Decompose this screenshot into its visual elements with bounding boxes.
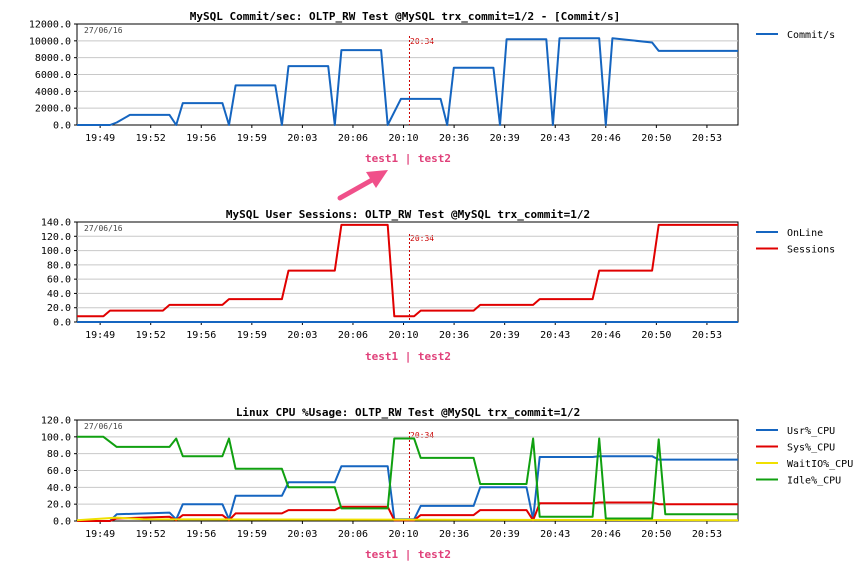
series-line-waitio-cpu: [76, 516, 739, 522]
chart1-legend: Commit/s: [756, 30, 835, 41]
legend-label: Sessions: [787, 245, 835, 256]
x-tick-label: 20:39: [490, 529, 520, 540]
y-tick-label: 0.0: [53, 318, 71, 329]
x-tick-label: 20:50: [641, 529, 671, 540]
chart-user-sessions: MySQL User Sessions: OLTP_RW Test @MySQL…: [41, 208, 835, 363]
x-tick-label: 19:49: [85, 133, 115, 144]
chart3-plot: 0.0 20.0 40.0 60.0 80.0 100.0 120.0 19:49 19:52 1…: [41, 416, 739, 540]
x-tick-label: 19:59: [237, 133, 267, 144]
y-tick-label: 4000.0: [35, 87, 71, 98]
chart2-legend: OnLine Sessions: [756, 228, 835, 256]
series-line-commit-s: [77, 37, 738, 126]
y-tick-label: 0.0: [53, 121, 71, 132]
x-tick-label: 20:50: [641, 133, 671, 144]
y-tick-label: 60.0: [47, 275, 71, 286]
chart2-date-label: 27/06/16: [84, 224, 123, 233]
chart3-date-label: 27/06/16: [84, 422, 123, 431]
series-line-usr-cpu: [77, 455, 738, 522]
chart1-marker-label: 20:34: [410, 37, 434, 46]
y-tick-label: 6000.0: [35, 70, 71, 81]
y-tick-label: 8000.0: [35, 53, 71, 64]
x-tick-label: 19:59: [237, 529, 267, 540]
chart2-marker-label: 20:34: [410, 234, 434, 243]
legend-label: OnLine: [787, 228, 823, 239]
x-tick-label: 20:43: [540, 529, 570, 540]
x-tick-label: 20:39: [490, 133, 520, 144]
x-tick-label: 20:43: [540, 133, 570, 144]
chart1-test-labels: test1 | test2: [365, 152, 451, 165]
x-tick-label: 20:53: [692, 330, 722, 341]
y-tick-label: 2000.0: [35, 104, 71, 115]
chart2-plot: 0.0 20.0 40.0 60.0 80.0 100.0 120.0 140.0 19:49 1…: [41, 218, 739, 341]
legend-label: Idle%_CPU: [787, 476, 841, 487]
y-tick-label: 40.0: [47, 289, 71, 300]
x-tick-label: 20:53: [692, 133, 722, 144]
y-tick-label: 12000.0: [29, 20, 71, 31]
series-line-sessions: [77, 223, 738, 318]
legend-label: Usr%_CPU: [787, 426, 835, 437]
legend-label: Commit/s: [787, 30, 835, 41]
chart2-test-labels: test1 | test2: [365, 350, 451, 363]
x-tick-label: 19:52: [136, 133, 166, 144]
x-tick-label: 20:03: [287, 330, 317, 341]
legend-label: WaitIO%_CPU: [787, 459, 853, 470]
x-tick-label: 20:10: [388, 133, 418, 144]
plot-frame: [76, 221, 739, 323]
x-tick-label: 20:36: [439, 330, 469, 341]
y-tick-label: 140.0: [41, 218, 71, 229]
x-tick-label: 20:53: [692, 529, 722, 540]
chart2-title: MySQL User Sessions: OLTP_RW Test @MySQL…: [226, 208, 590, 221]
x-tick-label: 20:10: [388, 529, 418, 540]
series-line-idle-cpu: [77, 435, 738, 520]
chart-commit-per-sec: MySQL Commit/sec: OLTP_RW Test @MySQL tr…: [29, 10, 835, 165]
arrow-icon: [337, 170, 388, 201]
x-tick-label: 20:03: [287, 529, 317, 540]
x-tick-label: 19:59: [237, 330, 267, 341]
x-tick-label: 20:36: [439, 529, 469, 540]
x-tick-label: 19:49: [85, 529, 115, 540]
x-tick-label: 20:10: [388, 330, 418, 341]
x-tick-label: 20:06: [338, 330, 368, 341]
y-tick-label: 20.0: [47, 303, 71, 314]
y-tick-label: 60.0: [47, 466, 71, 477]
x-tick-label: 20:46: [591, 529, 621, 540]
x-tick-label: 20:43: [540, 330, 570, 341]
y-tick-label: 100.0: [41, 432, 71, 443]
y-tick-label: 10000.0: [29, 36, 71, 47]
x-tick-label: 19:52: [136, 330, 166, 341]
chart3-title: Linux CPU %Usage: OLTP_RW Test @MySQL tr…: [236, 406, 580, 419]
x-tick-label: 20:50: [641, 330, 671, 341]
y-tick-label: 120.0: [41, 232, 71, 243]
legend-label: Sys%_CPU: [787, 443, 835, 454]
y-tick-label: 120.0: [41, 416, 71, 427]
x-tick-label: 20:06: [338, 529, 368, 540]
chart1-date-label: 27/06/16: [84, 26, 123, 35]
y-tick-label: 80.0: [47, 449, 71, 460]
x-tick-label: 19:56: [186, 529, 216, 540]
chart-cpu-usage: Linux CPU %Usage: OLTP_RW Test @MySQL tr…: [41, 406, 853, 561]
y-tick-label: 0.0: [53, 517, 71, 528]
x-tick-label: 20:36: [439, 133, 469, 144]
y-tick-label: 100.0: [41, 246, 71, 257]
chart3-test-labels: test1 | test2: [365, 548, 451, 561]
x-tick-label: 20:03: [287, 133, 317, 144]
x-tick-label: 19:52: [136, 529, 166, 540]
y-tick-label: 80.0: [47, 260, 71, 271]
x-tick-label: 20:39: [490, 330, 520, 341]
x-tick-label: 19:49: [85, 330, 115, 341]
chart3-legend: Usr%_CPU Sys%_CPU WaitIO%_CPU Idle%_CPU: [756, 426, 853, 487]
y-tick-label: 20.0: [47, 500, 71, 511]
x-tick-label: 20:46: [591, 133, 621, 144]
chart1-title: MySQL Commit/sec: OLTP_RW Test @MySQL tr…: [190, 10, 620, 23]
y-tick-label: 40.0: [47, 483, 71, 494]
x-tick-label: 19:56: [186, 330, 216, 341]
x-tick-label: 20:06: [338, 133, 368, 144]
x-tick-label: 20:46: [591, 330, 621, 341]
chart3-marker-label: 20:34: [410, 431, 434, 440]
chart1-plot: 0.0 2000.0 4000.0 6000.0 8000.0 10000.0 12000.…: [29, 20, 739, 144]
x-tick-label: 19:56: [186, 133, 216, 144]
